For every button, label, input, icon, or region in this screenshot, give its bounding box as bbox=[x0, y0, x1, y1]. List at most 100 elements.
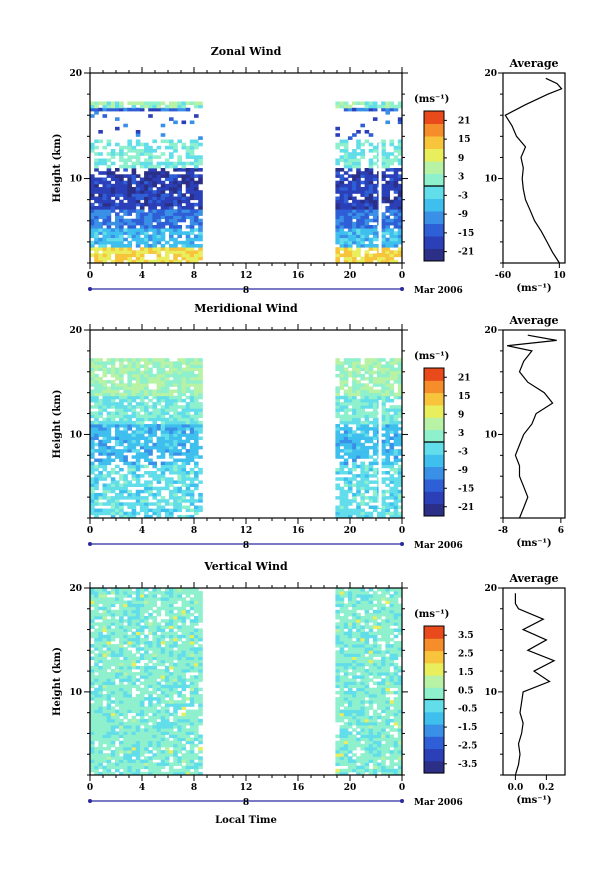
heatmap-cell bbox=[335, 712, 340, 717]
heatmap-cell bbox=[364, 358, 370, 362]
heatmap-cell bbox=[119, 631, 124, 636]
heatmap-cell bbox=[127, 221, 132, 226]
heatmap-cell bbox=[131, 619, 137, 623]
heatmap-cell bbox=[148, 514, 153, 519]
heatmap-cell bbox=[173, 256, 178, 261]
heatmap-cell bbox=[339, 665, 345, 670]
heatmap-cell bbox=[343, 464, 349, 469]
heatmap-cell bbox=[364, 215, 370, 220]
heatmap-cell bbox=[110, 183, 116, 188]
heatmap-cell bbox=[139, 392, 145, 397]
heatmap-cell bbox=[94, 206, 99, 210]
heatmap-cell bbox=[123, 684, 128, 689]
heatmap-cell bbox=[347, 206, 353, 210]
heatmap-cell bbox=[377, 358, 382, 362]
heatmap-cell bbox=[123, 641, 128, 645]
heatmap-cell bbox=[385, 193, 390, 197]
heatmap-cell bbox=[185, 600, 191, 604]
heatmap-cell bbox=[377, 389, 382, 393]
heatmap-cell bbox=[131, 641, 137, 645]
heatmap-cell bbox=[102, 619, 108, 623]
heatmap-cell bbox=[360, 508, 365, 513]
heatmap-cell bbox=[98, 690, 103, 695]
heatmap-cell bbox=[94, 622, 99, 626]
heatmap-cell bbox=[364, 193, 370, 197]
heatmap-cell bbox=[339, 762, 345, 766]
heatmap-cell bbox=[194, 380, 199, 384]
heatmap-cell bbox=[164, 603, 170, 608]
heatmap-cell bbox=[135, 221, 141, 226]
heatmap-cell bbox=[339, 502, 345, 506]
heatmap-cell bbox=[343, 445, 349, 450]
heatmap-cell bbox=[198, 209, 203, 213]
heatmap-cell bbox=[135, 259, 141, 264]
heatmap-cell bbox=[123, 659, 128, 664]
heatmap-cell bbox=[198, 244, 203, 248]
heatmap-cell bbox=[160, 709, 166, 714]
heatmap-cell bbox=[152, 247, 157, 251]
heatmap-cell bbox=[177, 684, 182, 689]
heatmap-cell bbox=[156, 209, 162, 213]
heatmap-cell bbox=[189, 634, 195, 639]
heatmap-cell bbox=[339, 737, 345, 742]
heatmap-cell bbox=[160, 152, 166, 156]
heatmap-cell bbox=[372, 449, 378, 453]
heatmap-cell bbox=[177, 370, 182, 375]
heatmap-cell bbox=[139, 383, 145, 387]
heatmap-cell bbox=[98, 665, 103, 670]
heatmap-cell bbox=[372, 174, 378, 178]
heatmap-cell bbox=[119, 672, 124, 676]
heatmap-cell bbox=[173, 380, 178, 384]
heatmap-cell bbox=[169, 155, 174, 159]
heatmap-cell bbox=[94, 508, 99, 513]
heatmap-cell bbox=[152, 139, 157, 144]
heatmap-cell bbox=[148, 209, 153, 213]
heatmap-cell bbox=[397, 386, 403, 390]
heatmap-cell bbox=[335, 684, 340, 689]
heatmap-cell bbox=[123, 694, 128, 698]
heatmap-cell bbox=[102, 367, 108, 372]
y-tick-label: 10 bbox=[69, 175, 82, 185]
heatmap-cell bbox=[169, 439, 174, 444]
heatmap-cell bbox=[393, 477, 399, 481]
heatmap-cell bbox=[127, 496, 132, 500]
heatmap-cell bbox=[102, 206, 108, 210]
heatmap-cell bbox=[148, 361, 153, 365]
heatmap-cell bbox=[94, 514, 99, 519]
heatmap-cell bbox=[94, 480, 99, 484]
heatmap-cell bbox=[356, 505, 361, 509]
heatmap-cell bbox=[164, 753, 170, 757]
heatmap-cell bbox=[135, 433, 141, 437]
heatmap-cell bbox=[185, 420, 191, 425]
heatmap-cell bbox=[127, 225, 132, 229]
heatmap-cell bbox=[385, 398, 390, 403]
heatmap-cell bbox=[90, 420, 95, 425]
heatmap-cell bbox=[381, 417, 386, 422]
heatmap-cell bbox=[123, 152, 128, 156]
heatmap-cell bbox=[156, 650, 162, 654]
heatmap-cell bbox=[98, 202, 103, 207]
heatmap-cell bbox=[123, 750, 128, 754]
heatmap-cell bbox=[372, 467, 378, 472]
heatmap-cell bbox=[181, 196, 187, 201]
heatmap-cell bbox=[127, 480, 132, 484]
heatmap-cell bbox=[160, 420, 166, 425]
heatmap-cell bbox=[94, 139, 99, 144]
heatmap-cell bbox=[135, 452, 141, 456]
heatmap-cell bbox=[152, 486, 157, 491]
heatmap-cell bbox=[139, 694, 145, 698]
heatmap-cell bbox=[160, 684, 166, 689]
heatmap-cell bbox=[173, 625, 178, 629]
heatmap-cell bbox=[127, 734, 132, 738]
heatmap-cell bbox=[123, 433, 128, 437]
heatmap-cell bbox=[181, 765, 187, 770]
heatmap-cell bbox=[347, 395, 353, 400]
heatmap-cell bbox=[160, 628, 166, 632]
heatmap-cell bbox=[372, 411, 378, 415]
heatmap-cell bbox=[148, 750, 153, 754]
heatmap-cell bbox=[148, 706, 153, 710]
heatmap-cell bbox=[144, 499, 149, 503]
heatmap-cell bbox=[198, 505, 203, 509]
heatmap-cell bbox=[335, 641, 340, 645]
heatmap-cell bbox=[181, 588, 187, 592]
